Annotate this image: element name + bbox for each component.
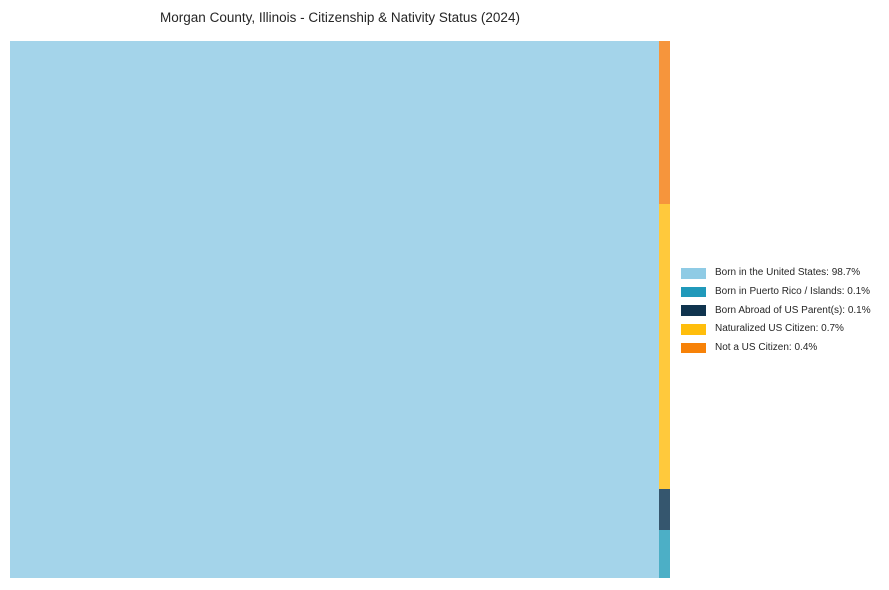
legend-label-not-us-citizen: Not a US Citizen: 0.4% bbox=[715, 342, 818, 354]
legend-swatch-born-abroad-us-parents bbox=[681, 305, 706, 316]
legend-label-born-puerto-rico-islands: Born in Puerto Rico / Islands: 0.1% bbox=[715, 286, 871, 298]
treemap-cell-naturalized-us-citizen bbox=[659, 204, 670, 489]
legend-swatch-born-puerto-rico-islands bbox=[681, 286, 706, 298]
legend-item-born-in-us: Born in the United States: 98.7% bbox=[681, 264, 871, 283]
legend-label-born-abroad-us-parents: Born Abroad of US Parent(s): 0.1% bbox=[715, 304, 871, 316]
treemap-cell-not-us-citizen bbox=[659, 41, 670, 204]
legend-label-naturalized-us-citizen: Naturalized US Citizen: 0.7% bbox=[715, 323, 844, 335]
legend-item-not-us-citizen: Not a US Citizen: 0.4% bbox=[681, 339, 871, 358]
chart-title: Morgan County, Illinois - Citizenship & … bbox=[160, 10, 520, 25]
legend-swatch-born-in-us bbox=[681, 268, 706, 279]
legend-label-born-in-us: Born in the United States: 98.7% bbox=[715, 267, 861, 279]
treemap-cell-born-puerto-rico-islands bbox=[659, 530, 670, 578]
legend-swatch-not-us-citizen bbox=[681, 342, 706, 354]
legend: Born in the United States: 98.7% Born in… bbox=[681, 264, 871, 357]
treemap-cell-born-abroad-us-parents bbox=[659, 489, 670, 530]
treemap-cell-born-in-us bbox=[10, 41, 659, 578]
legend-item-naturalized-us-citizen: Naturalized US Citizen: 0.7% bbox=[681, 320, 871, 339]
legend-swatch-naturalized-us-citizen bbox=[681, 324, 706, 335]
legend-item-born-puerto-rico-islands: Born in Puerto Rico / Islands: 0.1% bbox=[681, 283, 871, 302]
legend-item-born-abroad-us-parents: Born Abroad of US Parent(s): 0.1% bbox=[681, 301, 871, 320]
